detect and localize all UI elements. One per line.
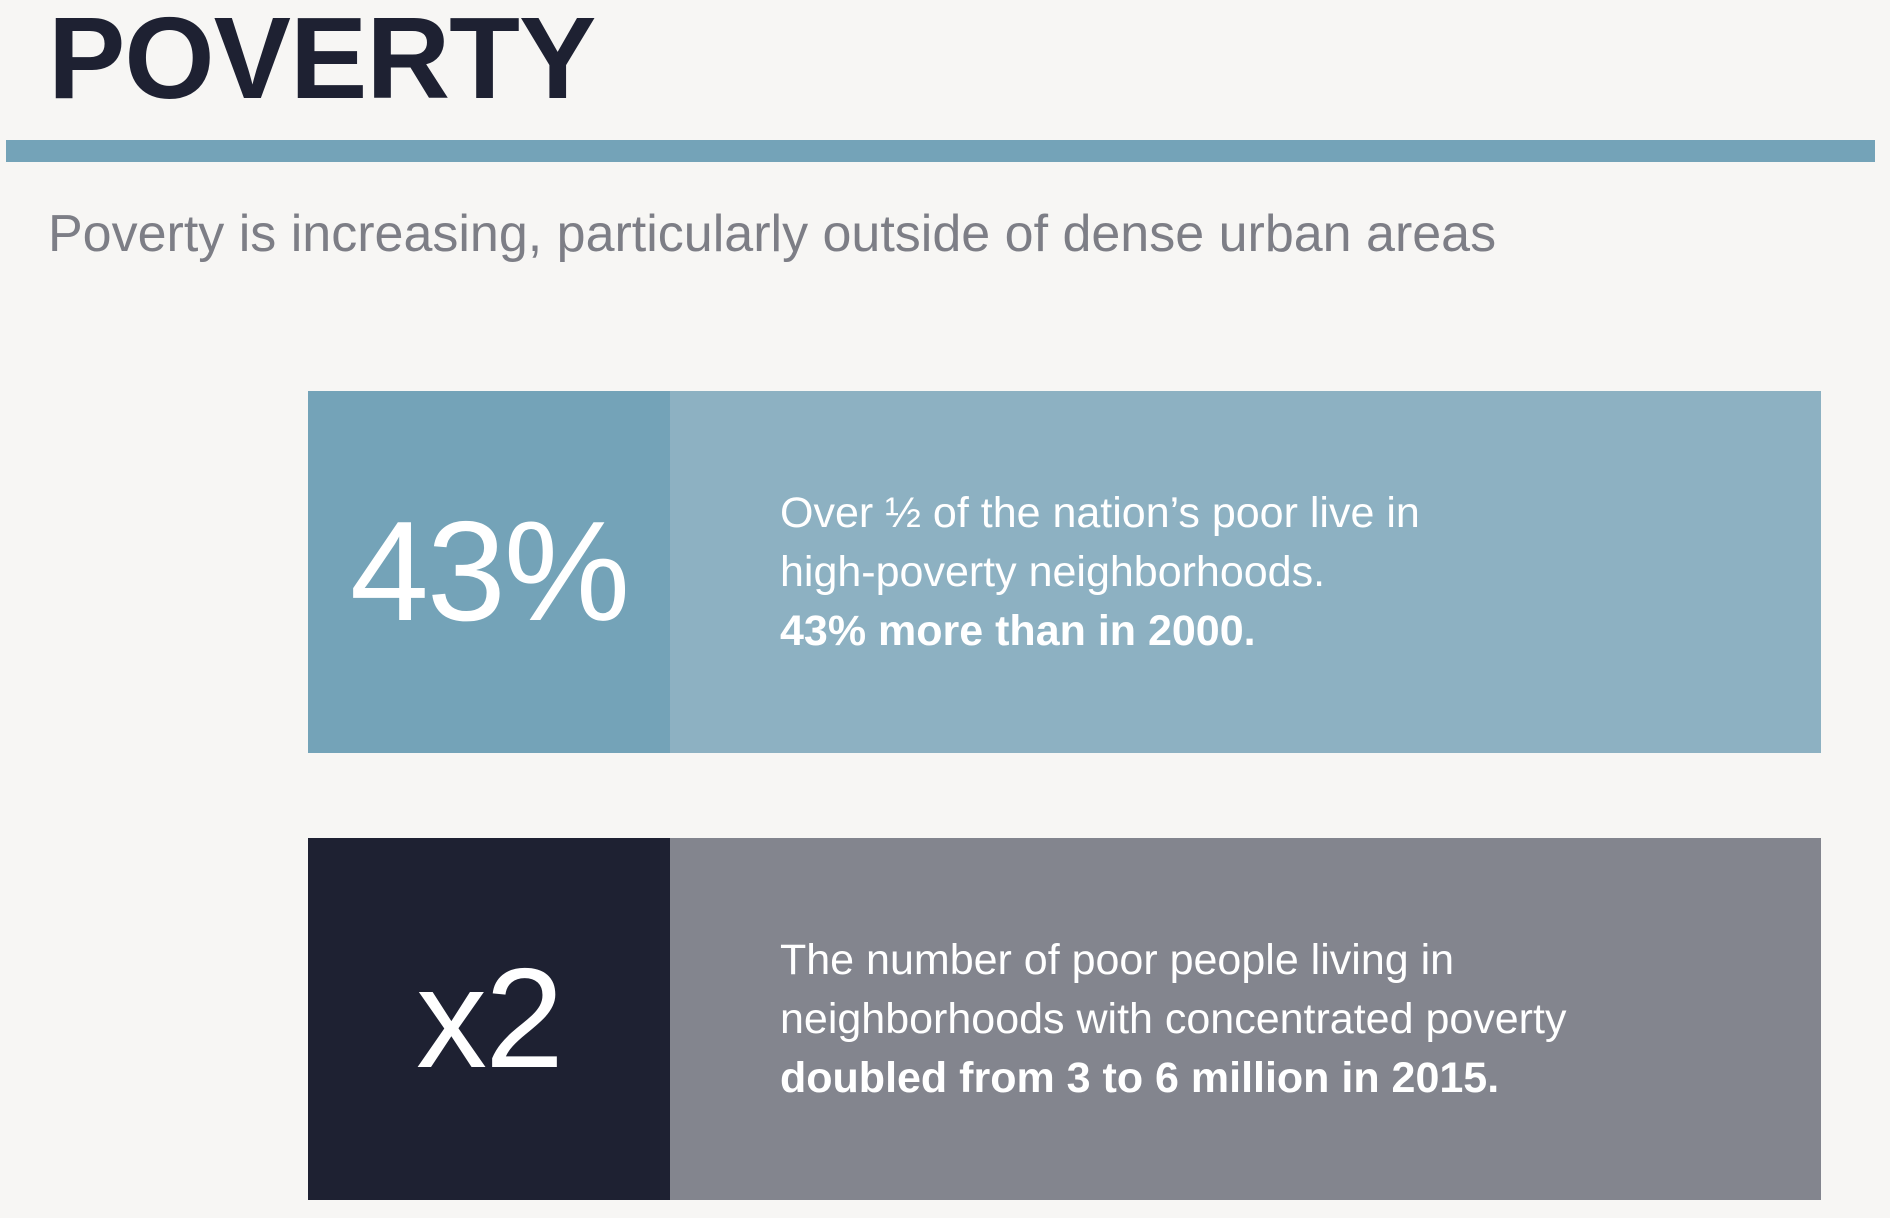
stat-value-box: 43%: [308, 391, 670, 753]
stat-description: The number of poor people living in neig…: [780, 931, 1566, 1108]
stat-description-line: Over ½ of the nation’s poor live in: [780, 488, 1420, 537]
stat-description-line: The number of poor people living in: [780, 935, 1455, 984]
page-title: POVERTY: [48, 0, 596, 123]
stat-description: Over ½ of the nation’s poor live in high…: [780, 484, 1420, 661]
stat-description-box: The number of poor people living in neig…: [670, 838, 1821, 1200]
stat-value: x2: [416, 939, 564, 1098]
stat-value: 43%: [349, 492, 630, 651]
stat-card-43-percent: 43% Over ½ of the nation’s poor live in …: [308, 391, 1821, 753]
title-divider: [6, 140, 1875, 162]
stat-description-highlight: doubled from 3 to 6 million in 2015.: [780, 1053, 1500, 1102]
stat-description-box: Over ½ of the nation’s poor live in high…: [670, 391, 1821, 753]
stat-card-x2: x2 The number of poor people living in n…: [308, 838, 1821, 1200]
stat-description-line: high-poverty neighborhoods.: [780, 547, 1326, 596]
stat-value-box: x2: [308, 838, 670, 1200]
stat-description-highlight: 43% more than in 2000.: [780, 606, 1256, 655]
stat-description-line: neighborhoods with concentrated poverty: [780, 994, 1567, 1043]
page-subtitle: Poverty is increasing, particularly outs…: [48, 205, 1497, 263]
